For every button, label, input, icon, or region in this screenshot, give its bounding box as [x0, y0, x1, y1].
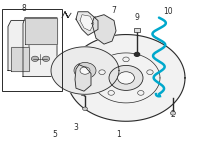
Circle shape	[99, 70, 105, 75]
Circle shape	[118, 72, 134, 84]
Polygon shape	[23, 18, 57, 76]
Circle shape	[109, 65, 143, 90]
Polygon shape	[75, 65, 91, 91]
Text: 4: 4	[81, 90, 85, 99]
Polygon shape	[11, 47, 29, 71]
Circle shape	[108, 91, 114, 95]
Text: 9: 9	[135, 13, 139, 22]
Text: 8: 8	[22, 4, 26, 13]
Circle shape	[138, 91, 144, 95]
Circle shape	[74, 62, 96, 79]
Text: 1: 1	[117, 130, 121, 139]
Text: 6: 6	[92, 16, 96, 25]
Text: 3: 3	[74, 123, 78, 132]
Polygon shape	[76, 12, 98, 35]
Circle shape	[31, 56, 39, 61]
Circle shape	[147, 70, 153, 75]
Polygon shape	[25, 18, 57, 44]
Circle shape	[83, 107, 87, 111]
Bar	[134, 28, 140, 32]
Polygon shape	[67, 35, 185, 121]
Circle shape	[170, 111, 176, 115]
Polygon shape	[8, 21, 29, 71]
Polygon shape	[51, 47, 119, 94]
Circle shape	[80, 67, 90, 74]
Text: 10: 10	[163, 7, 173, 16]
Polygon shape	[80, 15, 94, 31]
Text: 2: 2	[171, 110, 175, 119]
Text: 7: 7	[112, 6, 116, 15]
Circle shape	[42, 56, 50, 61]
Text: 5: 5	[53, 130, 57, 139]
Circle shape	[134, 52, 140, 56]
Polygon shape	[92, 15, 116, 44]
Circle shape	[123, 57, 129, 62]
Bar	[2, 9, 62, 91]
